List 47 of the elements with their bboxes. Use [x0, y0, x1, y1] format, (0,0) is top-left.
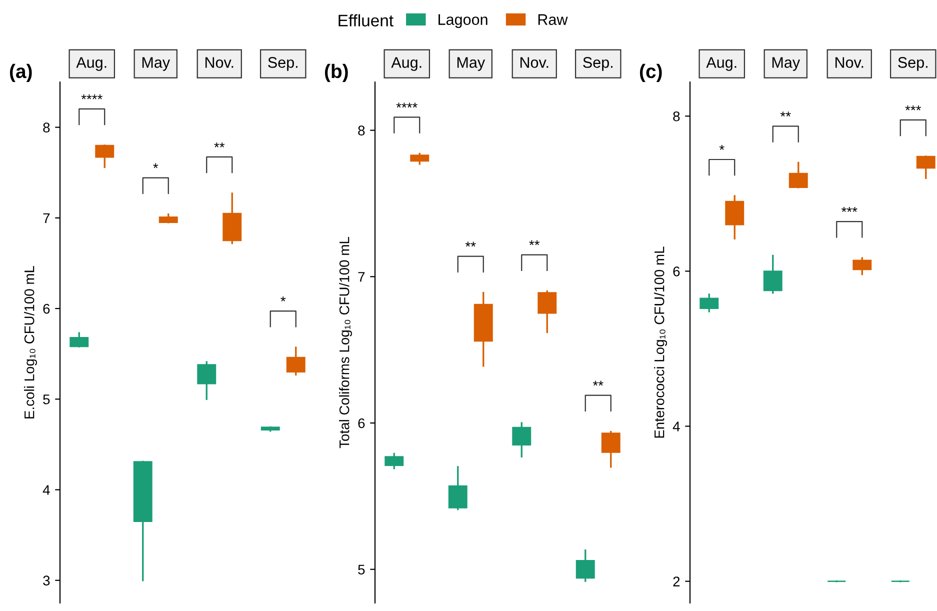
x-tick-label: Aug.: [706, 57, 736, 71]
x-tick-label: Sep.: [268, 57, 298, 71]
annotation: ****: [81, 94, 102, 100]
annotation: *: [719, 144, 724, 150]
annotation: **: [780, 112, 791, 117]
x-tick-label: May: [772, 57, 800, 71]
x-tick-label: Sep.: [583, 57, 612, 71]
y-tick-label: 3: [43, 576, 50, 586]
x-tick-label: Nov.: [520, 57, 548, 68]
chart-title: (a): [10, 64, 32, 82]
y-tick-label: 2: [673, 576, 680, 586]
x-tick-label: May: [457, 57, 486, 71]
legend-label: Raw: [538, 14, 568, 25]
y-tick-label: 7: [43, 213, 50, 223]
chart-title: (b): [324, 64, 348, 82]
annotation: *: [153, 163, 158, 168]
y-tick-label: 4: [672, 422, 680, 432]
annotation: **: [592, 380, 604, 386]
chart-title: (c): [640, 64, 662, 82]
y-tick-label: 5: [43, 394, 50, 404]
annotation: ****: [396, 102, 418, 108]
x-tick-label: Aug.: [76, 57, 106, 71]
annotation: *: [280, 296, 286, 302]
y-tick-label: 6: [358, 418, 365, 428]
annotation: **: [529, 240, 540, 246]
y-tick-label: 6: [43, 304, 50, 314]
y-tick-label: 7: [358, 272, 365, 282]
y-tick-label: 8: [358, 126, 365, 136]
y-axis-title: Enterococci Log₁₀ CFU/100 mL: [654, 246, 667, 438]
x-tick-label: Sep.: [898, 57, 928, 71]
x-tick-label: Nov.: [205, 57, 234, 68]
x-tick-label: May: [142, 57, 170, 71]
y-tick-label: 4: [42, 485, 50, 495]
legend-title: Effluent: [338, 14, 394, 26]
y-axis-title: Total Coliforms Log₁₀ CFU/100 mL: [339, 237, 352, 448]
y-tick-label: 8: [673, 111, 680, 122]
annotation: ***: [905, 105, 922, 110]
y-tick-label: 8: [43, 122, 50, 132]
annotation: ***: [841, 207, 858, 212]
x-tick-label: Aug.: [391, 57, 422, 71]
annotation: **: [214, 142, 225, 148]
x-tick-label: Nov.: [835, 57, 864, 68]
y-axis-title: E.coli Log₁₀ CFU/100 mL: [24, 266, 37, 418]
y-tick-label: 6: [673, 266, 680, 276]
annotation: **: [465, 242, 476, 247]
legend-label: Lagoon: [438, 14, 488, 28]
y-tick-label: 5: [358, 564, 365, 575]
